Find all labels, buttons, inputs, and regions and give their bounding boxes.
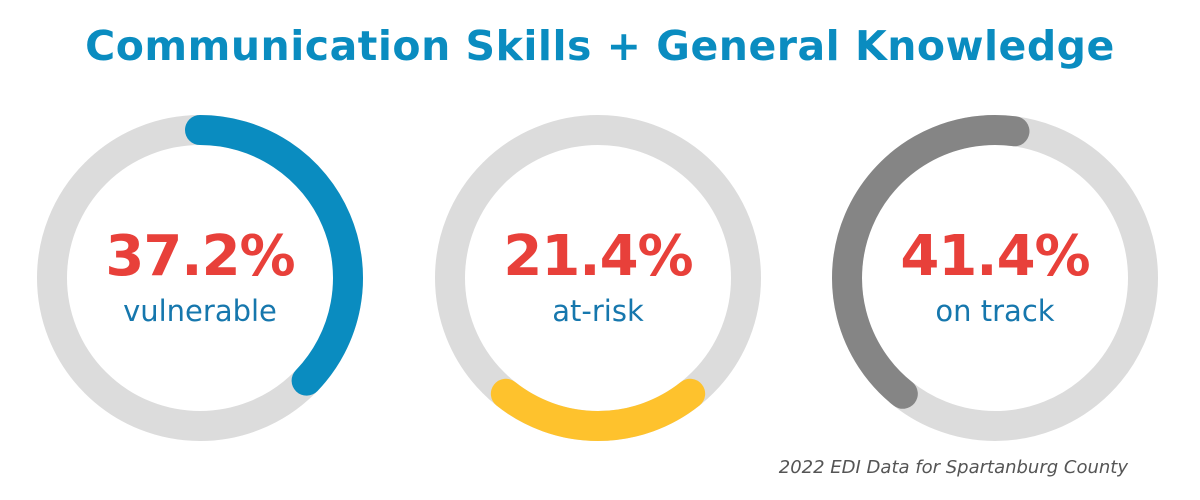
- source-note: 2022 EDI Data for Spartanburg County: [778, 457, 1128, 478]
- label-vulnerable: vulnerable: [123, 294, 277, 328]
- label-at-risk: at-risk: [552, 294, 644, 328]
- donut-at-risk-svg: [435, 115, 761, 441]
- donut-arc-vulnerable: [185, 115, 363, 396]
- percent-at-risk: 21.4%: [503, 224, 693, 289]
- percent-vulnerable: 37.2%: [105, 224, 295, 289]
- donut-on-track: 41.4% on track: [830, 113, 1160, 443]
- donut-arc-at-risk: [490, 378, 706, 441]
- donut-at-risk: 21.4% at-risk: [433, 113, 763, 443]
- donut-vulnerable: 37.2% vulnerable: [35, 113, 365, 443]
- percent-on-track: 41.4%: [900, 224, 1090, 289]
- label-on-track: on track: [935, 294, 1055, 328]
- donut-arc-on-track: [832, 115, 1030, 409]
- donut-vulnerable-svg: [37, 115, 363, 441]
- donut-on-track-svg: [832, 115, 1158, 441]
- chart-title: Communication Skills + General Knowledge: [85, 22, 1115, 70]
